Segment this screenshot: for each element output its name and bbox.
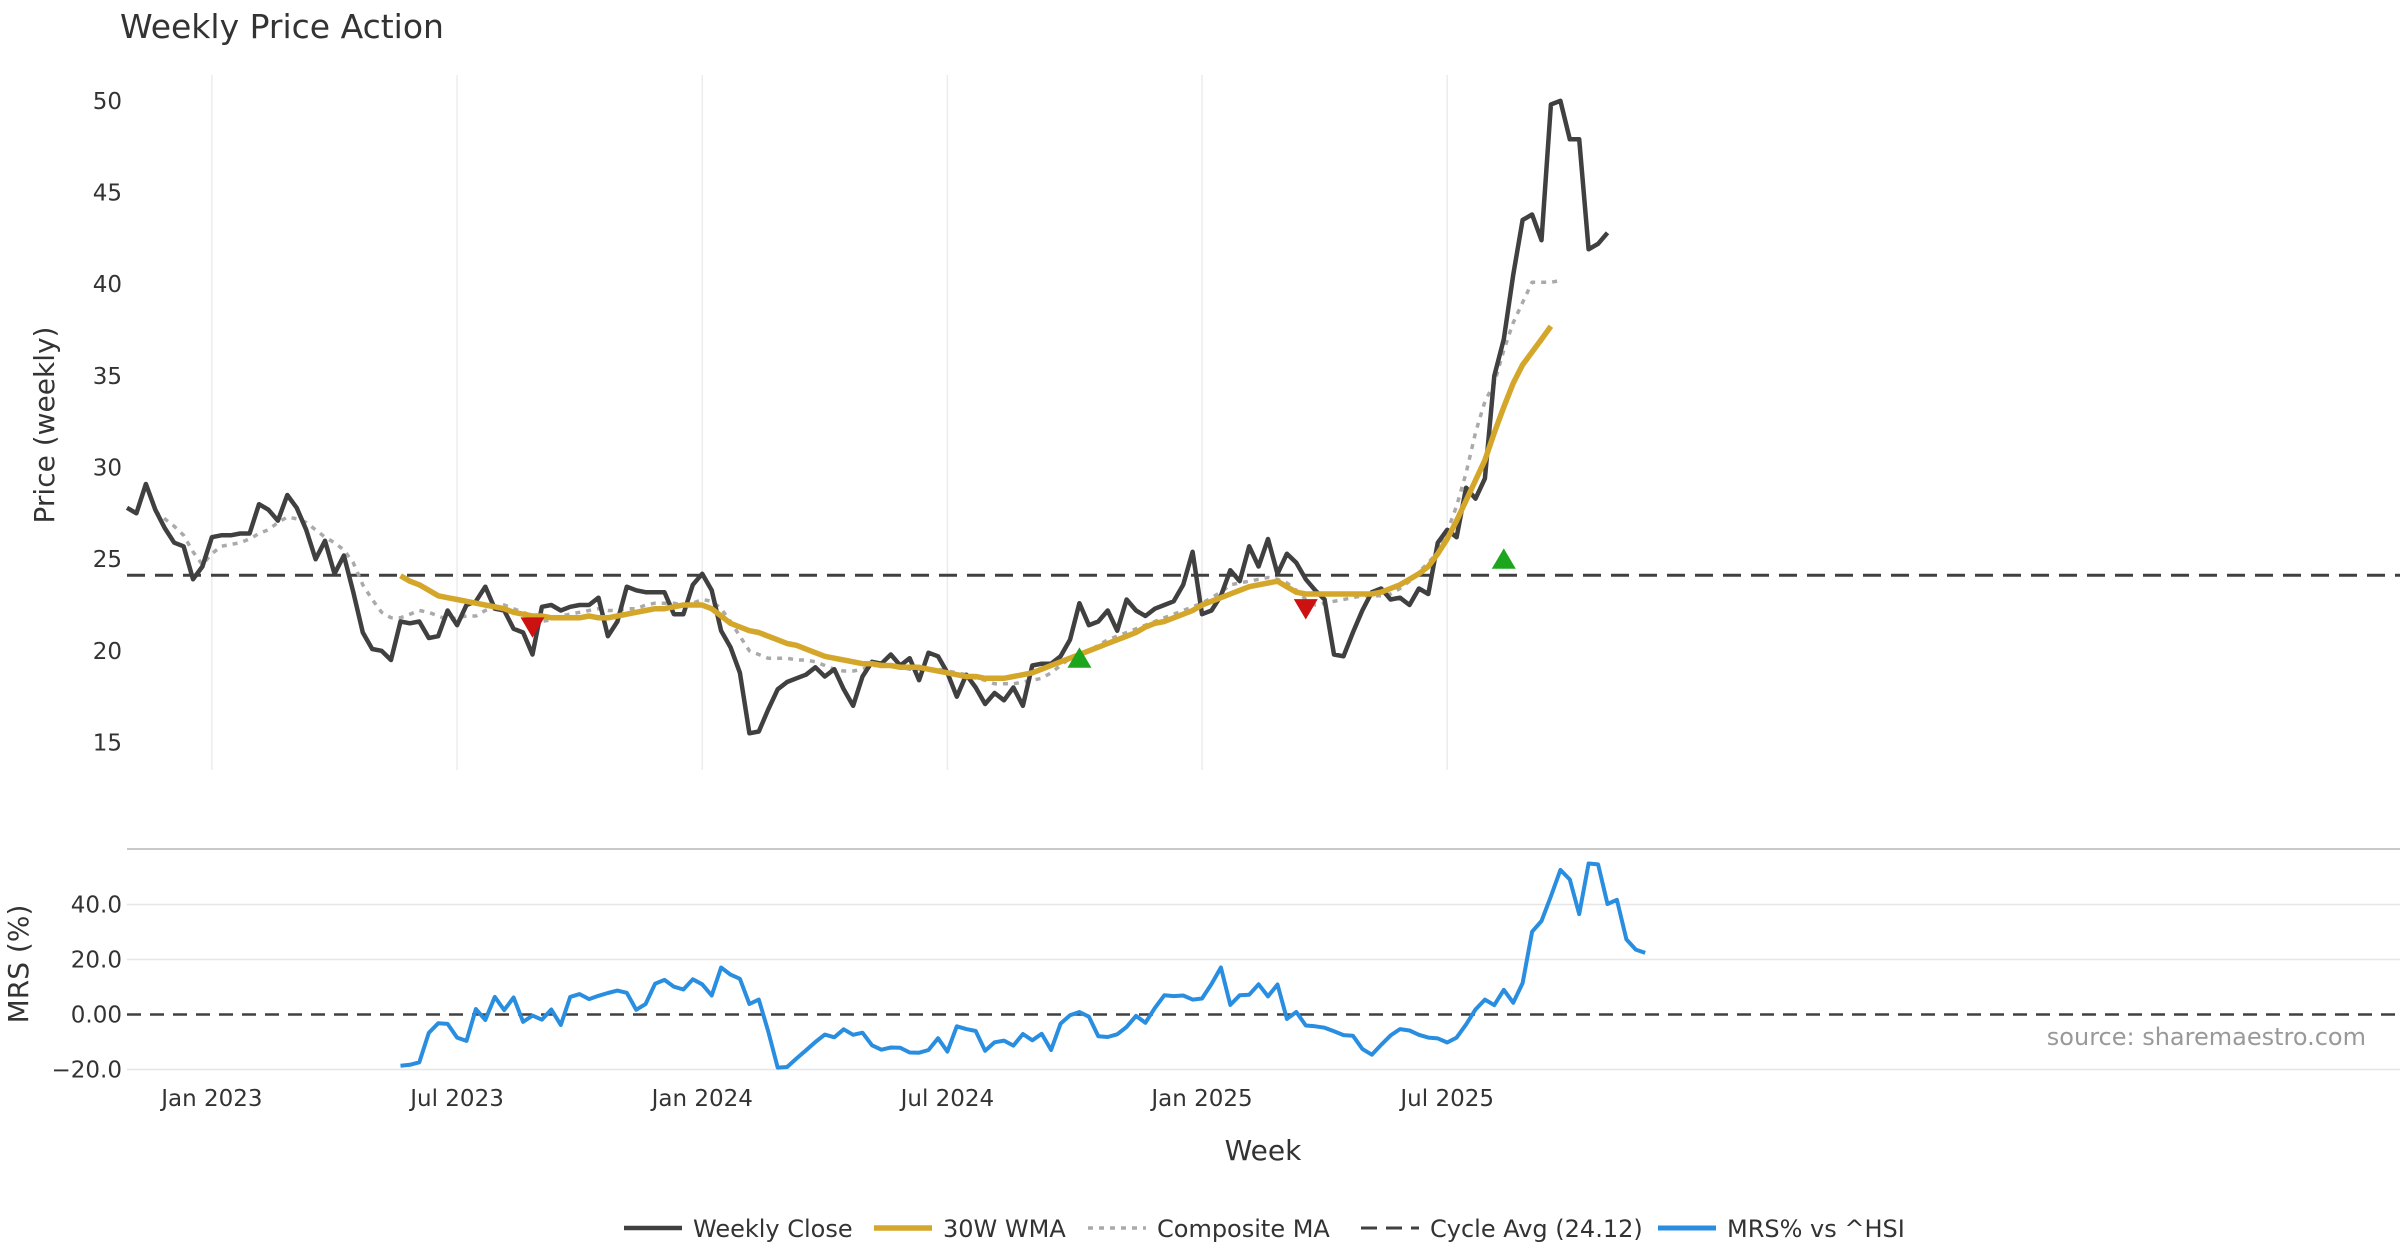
price-y-tick-label: 15 <box>93 731 122 757</box>
price-y-tick-label: 20 <box>93 639 122 665</box>
x-tick-label: Jan 2024 <box>650 1086 753 1112</box>
price-panel <box>125 98 2400 736</box>
legend-label: Composite MA <box>1157 1215 1330 1243</box>
mrs-y-tick-label: 0.00 <box>71 1003 122 1029</box>
price-y-tick-label: 45 <box>93 181 122 207</box>
price-y-tick-label: 40 <box>93 272 122 298</box>
source-label: source: sharemaestro.com <box>2047 1023 2366 1051</box>
chart-title: Weekly Price Action <box>120 7 444 46</box>
grid-layer <box>127 75 2400 1071</box>
x-tick-label: Jul 2023 <box>408 1086 504 1112</box>
mrs-y-tick-label: −20.0 <box>52 1058 122 1084</box>
price-y-tick-label: 25 <box>93 547 122 573</box>
mrs-line <box>400 861 1646 1070</box>
mrs-y-tick-label: 40.0 <box>71 893 122 919</box>
price-y-tick-label: 35 <box>93 364 122 390</box>
legend-label: Weekly Close <box>693 1215 853 1243</box>
sell-signal-marker <box>520 617 545 638</box>
price-y-tick-label: 50 <box>93 89 122 115</box>
legend-label: Cycle Avg (24.12) <box>1430 1215 1643 1243</box>
mrs-y-tick-label: 20.0 <box>71 948 122 974</box>
wma-30w-line <box>399 324 1554 682</box>
axis-layer: Jan 2023 Jul 2023 Jan 2024 Jul 2024 Jan 2025… <box>52 89 1494 1112</box>
x-axis-title: Week <box>1225 1134 1302 1167</box>
weekly-close-line <box>125 98 1610 736</box>
x-tick-label: Jul 2024 <box>899 1086 995 1112</box>
x-tick-label: Jan 2025 <box>1149 1086 1252 1112</box>
mrs-axis-title: MRS (%) <box>2 905 35 1024</box>
price-y-tick-label: 30 <box>93 456 122 482</box>
legend: Weekly Close 30W WMA Composite MA Cycle Avg… <box>624 1215 1905 1243</box>
price-axis-title: Price (weekly) <box>28 327 61 524</box>
mrs-panel <box>127 861 2400 1070</box>
sell-signal-marker <box>1293 599 1318 620</box>
x-tick-label: Jul 2025 <box>1398 1086 1494 1112</box>
composite-ma-line <box>154 278 1561 686</box>
legend-label: MRS% vs ^HSI <box>1727 1215 1905 1243</box>
buy-signal-marker <box>1491 548 1516 569</box>
legend-label: 30W WMA <box>943 1215 1066 1243</box>
buy-signal-marker <box>1067 647 1092 668</box>
x-tick-label: Jan 2023 <box>159 1086 262 1112</box>
